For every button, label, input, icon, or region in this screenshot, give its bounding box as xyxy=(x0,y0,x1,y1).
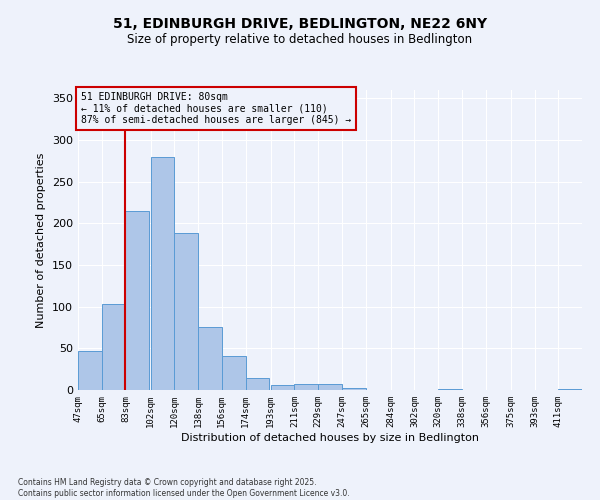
Bar xyxy=(78,351,102,390)
Bar xyxy=(342,388,365,390)
Text: Contains HM Land Registry data © Crown copyright and database right 2025.
Contai: Contains HM Land Registry data © Crown c… xyxy=(18,478,350,498)
Bar xyxy=(245,378,269,390)
Bar xyxy=(222,356,245,390)
Bar xyxy=(198,326,222,390)
Text: 51, EDINBURGH DRIVE, BEDLINGTON, NE22 6NY: 51, EDINBURGH DRIVE, BEDLINGTON, NE22 6N… xyxy=(113,18,487,32)
Y-axis label: Number of detached properties: Number of detached properties xyxy=(37,152,46,328)
Text: Size of property relative to detached houses in Bedlington: Size of property relative to detached ho… xyxy=(127,32,473,46)
Bar xyxy=(295,384,318,390)
Bar xyxy=(175,234,198,390)
Bar xyxy=(438,389,462,390)
Bar xyxy=(318,384,342,390)
X-axis label: Distribution of detached houses by size in Bedlington: Distribution of detached houses by size … xyxy=(181,432,479,442)
Bar xyxy=(125,211,149,390)
Bar xyxy=(102,304,125,390)
Text: 51 EDINBURGH DRIVE: 80sqm
← 11% of detached houses are smaller (110)
87% of semi: 51 EDINBURGH DRIVE: 80sqm ← 11% of detac… xyxy=(80,92,351,124)
Bar xyxy=(558,389,582,390)
Bar xyxy=(271,385,295,390)
Bar xyxy=(151,156,175,390)
